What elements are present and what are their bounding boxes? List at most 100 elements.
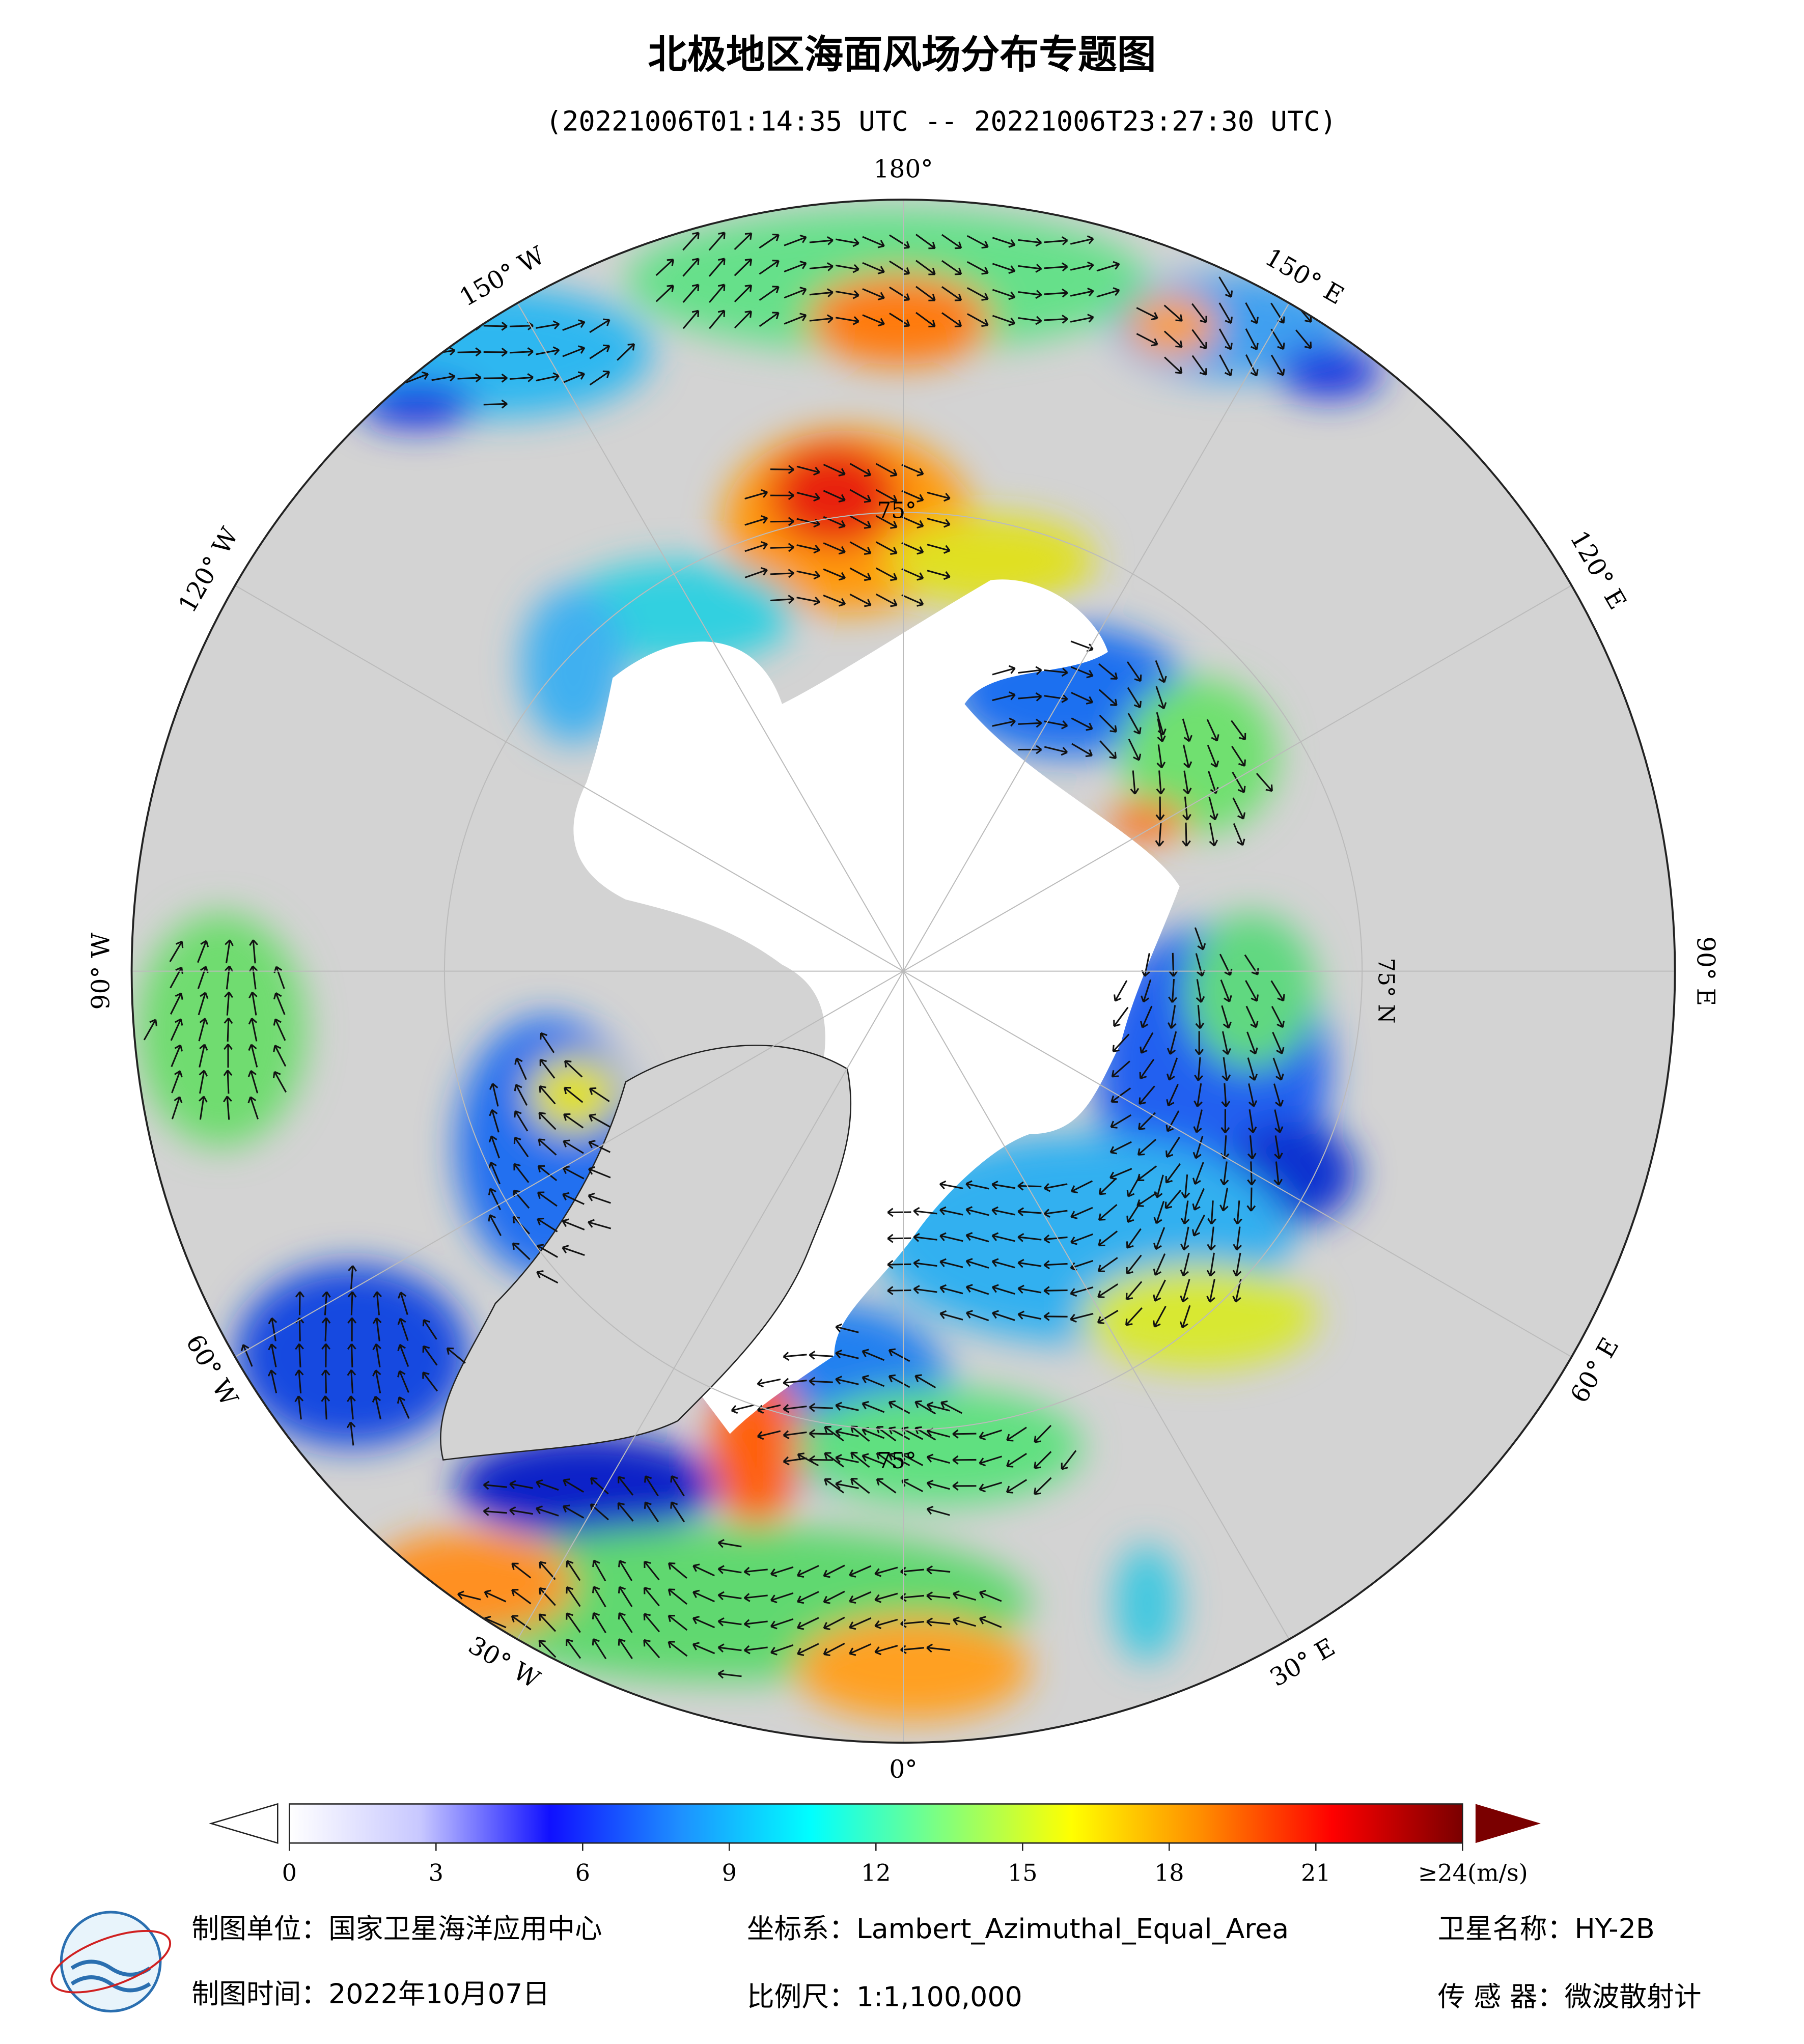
wind-arrow (770, 491, 794, 500)
wind-arrow (397, 1344, 409, 1367)
wind-arrow (1192, 1162, 1204, 1185)
footer: 制图单位：国家卫星海洋应用中心 坐标系：Lambert_Azimuthal_Equ… (191, 1913, 1701, 2012)
wind-arrow (770, 1618, 794, 1630)
wind-arrow (862, 236, 885, 248)
wind-arrow (1044, 262, 1068, 272)
meridian (903, 971, 1290, 1640)
wind-arrow (1017, 1310, 1042, 1320)
wind-arrow (1248, 1083, 1258, 1107)
wind-arrow (589, 344, 610, 359)
wind-arrow (901, 594, 924, 607)
wind-arrow (199, 1096, 208, 1120)
wind-arrow (240, 1344, 253, 1367)
wind-arrow (618, 1638, 633, 1659)
wind-arrow (952, 1455, 977, 1465)
wind-arrow (849, 1565, 872, 1578)
wind-arrow (1273, 1161, 1283, 1186)
wind-arrow (1191, 303, 1207, 323)
wind-arrow (1206, 1278, 1215, 1303)
wind-arrow (783, 1456, 807, 1466)
wind-arrow (797, 1643, 819, 1656)
wind-arrow (356, 342, 374, 362)
wind-arrow (796, 1565, 819, 1578)
wind-arrow (926, 1479, 950, 1490)
colorbar-tick-label: 15 (1008, 1859, 1038, 1887)
wind-arrow (809, 1429, 833, 1438)
wind-arrow (682, 310, 700, 329)
wind-arrow (1017, 1181, 1042, 1191)
wind-arrow (294, 1395, 304, 1420)
wind-arrow (734, 258, 753, 276)
wind-arrow (901, 490, 924, 502)
wind-arrow (1233, 1200, 1242, 1225)
wind-arrow (536, 1505, 559, 1517)
wind-arrow (770, 569, 794, 578)
wind-arrow (1152, 1306, 1167, 1328)
wind-arrow (809, 288, 834, 297)
wind-arrow (562, 1192, 585, 1205)
wind-arrow (979, 1616, 1002, 1628)
latitude-label: 75° (877, 498, 917, 524)
wind-arrow (273, 966, 285, 989)
wind-arrow (171, 1096, 183, 1119)
colorbar-over (1475, 1804, 1541, 1843)
wind-arrow (836, 290, 859, 299)
wind-arrow (1167, 1005, 1177, 1029)
wind-arrow (224, 1044, 233, 1068)
wind-arrow (836, 238, 859, 247)
wind-arrow (588, 1192, 611, 1204)
wind-arrow (1273, 1083, 1284, 1107)
wind-arrow (1070, 1180, 1093, 1194)
wind-arrow (1139, 1058, 1155, 1080)
wind-arrow (1153, 1200, 1165, 1224)
wind-arrow (824, 1478, 845, 1494)
wind-arrow (1165, 1163, 1181, 1184)
wind-arrow (876, 1452, 897, 1468)
wind-arrow (1192, 1135, 1204, 1159)
wind-arrow (875, 541, 898, 555)
wind-arrow (1231, 746, 1246, 767)
wind-arrow (743, 1645, 768, 1655)
wind-arrow (862, 1349, 885, 1361)
wind-arrow (926, 1453, 950, 1464)
wind-arrow (717, 1643, 742, 1653)
wind-arrow (513, 1163, 530, 1183)
wind-arrow (1153, 1279, 1166, 1302)
wind-arrow (347, 1317, 357, 1341)
wind-arrow (914, 1374, 936, 1389)
wind-arrow (1070, 1207, 1093, 1219)
wind-arrow (294, 1369, 304, 1394)
wind-arrow (511, 1589, 532, 1605)
wind-arrow (1169, 953, 1178, 977)
wind-arrow (512, 1242, 531, 1261)
wind-arrow (668, 1562, 687, 1579)
wind-arrow (1271, 1006, 1285, 1028)
wind-arrow (849, 567, 872, 581)
wind-arrow (1044, 315, 1068, 324)
wind-arrow (809, 236, 834, 245)
wind-arrow (809, 1351, 833, 1360)
wind-arrow (1182, 718, 1192, 742)
wind-arrow (1191, 329, 1207, 350)
wind-arrow (398, 1292, 408, 1315)
colorbar: 0 3 6 9 12 15 18 21 ≥24(m/s) (209, 1803, 1541, 1887)
wind-arrow (618, 1560, 633, 1581)
wind-arrow (796, 1591, 819, 1604)
wind-arrow (888, 1452, 910, 1466)
wind-arrow (849, 1617, 872, 1630)
wind-arrow (875, 489, 898, 503)
wind-arrow (511, 1562, 532, 1579)
wind-arrow (1246, 1187, 1256, 1212)
wind-arrow (744, 489, 768, 500)
wind-arrow (965, 1258, 989, 1269)
wind-arrow (511, 1615, 532, 1631)
wind-arrow (992, 1310, 1015, 1321)
logo (50, 1911, 172, 2013)
wind-arrow (965, 1232, 989, 1243)
wind-arrow (321, 1395, 330, 1420)
wind-arrow (197, 966, 209, 989)
wind-arrow (1154, 1174, 1164, 1198)
wind-arrow (1098, 663, 1118, 680)
wind-arrow (1018, 718, 1042, 728)
wind-arrow (1043, 1234, 1068, 1244)
